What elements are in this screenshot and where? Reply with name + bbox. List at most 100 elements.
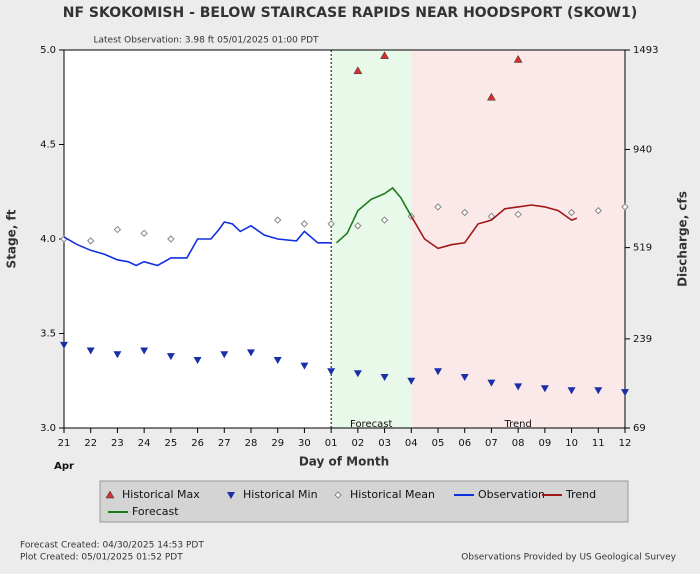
marker: [407, 377, 416, 385]
marker: [486, 92, 496, 101]
marker: [274, 216, 282, 224]
series-line: [63, 221, 332, 267]
marker: [140, 229, 148, 238]
x-tick-label: 05: [432, 438, 445, 449]
marker: [227, 492, 235, 499]
footer-left: Forecast Created: 04/30/2025 14:53 PDT: [20, 541, 204, 551]
y2-tick-label: 940: [633, 144, 652, 155]
legend-label: Observation: [478, 488, 545, 501]
marker: [567, 208, 576, 217]
x-tick-label: 27: [218, 438, 231, 449]
y-tick-label: 5.0: [40, 45, 56, 56]
region-label: Trend: [503, 419, 531, 430]
marker: [300, 362, 309, 370]
chart-title: NF SKOKOMISH - BELOW STAIRCASE RAPIDS NE…: [63, 5, 637, 21]
y2-tick-label: 69: [633, 423, 646, 434]
marker: [434, 368, 442, 376]
marker: [380, 216, 389, 224]
region-label: Forecast: [350, 419, 392, 430]
y-tick-label: 3.0: [40, 423, 56, 434]
legend-label: Historical Mean: [350, 488, 435, 501]
marker: [380, 51, 390, 59]
marker: [167, 235, 175, 243]
x-tick-label: 22: [84, 438, 97, 449]
marker: [113, 225, 122, 234]
x-tick-label: 08: [512, 438, 525, 449]
legend-label: Trend: [565, 488, 596, 501]
region: [331, 50, 412, 428]
marker: [113, 351, 122, 359]
marker: [460, 373, 469, 381]
marker: [334, 491, 342, 499]
marker: [514, 383, 523, 391]
marker: [353, 66, 363, 75]
marker: [327, 368, 336, 376]
marker: [87, 237, 95, 245]
marker: [327, 220, 335, 228]
x-tick-label: 21: [58, 438, 71, 449]
marker: [86, 347, 95, 355]
legend-label: Historical Min: [243, 488, 318, 501]
y-tick-label: 3.5: [40, 329, 56, 340]
series-line: [410, 204, 578, 250]
x-tick-label: 03: [378, 438, 391, 449]
x-tick-label: 29: [271, 438, 284, 449]
legend-box: [99, 480, 629, 523]
y2-tick-label: 519: [633, 243, 652, 254]
y2-tick-label: 239: [633, 334, 652, 345]
marker: [461, 208, 469, 217]
region: [411, 50, 625, 428]
x-tick-label: 01: [325, 438, 338, 449]
marker: [540, 385, 549, 393]
x-tick-label: 09: [538, 438, 551, 449]
legend-label: Historical Max: [122, 488, 200, 501]
x-tick-label: 25: [164, 438, 177, 449]
marker: [514, 210, 522, 219]
marker: [105, 490, 115, 499]
x-tick-label: 23: [111, 438, 124, 449]
x-axis-label: Day of Month: [299, 455, 389, 469]
marker: [567, 387, 576, 395]
marker: [247, 349, 255, 357]
x-tick-label: 04: [405, 438, 418, 449]
y2-tick-label: 1493: [633, 45, 658, 56]
y-axis-label: Stage, ft: [5, 209, 19, 268]
marker: [300, 220, 309, 228]
marker: [513, 54, 523, 63]
x-tick-label: 12: [619, 438, 632, 449]
legend-label: Forecast: [132, 505, 179, 518]
marker: [193, 356, 202, 364]
y-tick-label: 4.0: [40, 234, 56, 245]
marker: [140, 347, 149, 355]
x-tick-label: 28: [245, 438, 258, 449]
marker: [434, 203, 442, 211]
x-tick-label: 06: [458, 438, 471, 449]
y2-axis-label: Discharge, cfs: [676, 191, 690, 287]
marker: [354, 222, 362, 230]
marker: [487, 379, 496, 387]
series-line: [335, 186, 412, 244]
x-tick-label: 24: [138, 438, 151, 449]
x-tick-label: 07: [485, 438, 498, 449]
marker: [60, 341, 68, 349]
y-tick-label: 4.5: [40, 140, 56, 151]
marker: [166, 353, 175, 361]
x-tick-label: 02: [351, 438, 364, 449]
x-tick-label: 30: [298, 438, 311, 449]
footer-left: Plot Created: 05/01/2025 01:52 PDT: [20, 553, 183, 563]
marker: [220, 351, 229, 359]
x-tick-label: 26: [191, 438, 204, 449]
marker: [621, 389, 629, 397]
marker: [621, 203, 629, 211]
x-tick-label: 11: [592, 438, 605, 449]
footer-right: Observations Provided by US Geological S…: [461, 553, 676, 563]
subtitle: Latest Observation: 3.98 ft 05/01/2025 0…: [93, 36, 319, 46]
marker: [594, 206, 602, 215]
marker: [380, 373, 389, 381]
marker: [273, 356, 282, 364]
month-label: Apr: [54, 461, 74, 472]
marker: [353, 370, 362, 378]
marker: [594, 387, 603, 395]
x-tick-label: 10: [565, 438, 578, 449]
